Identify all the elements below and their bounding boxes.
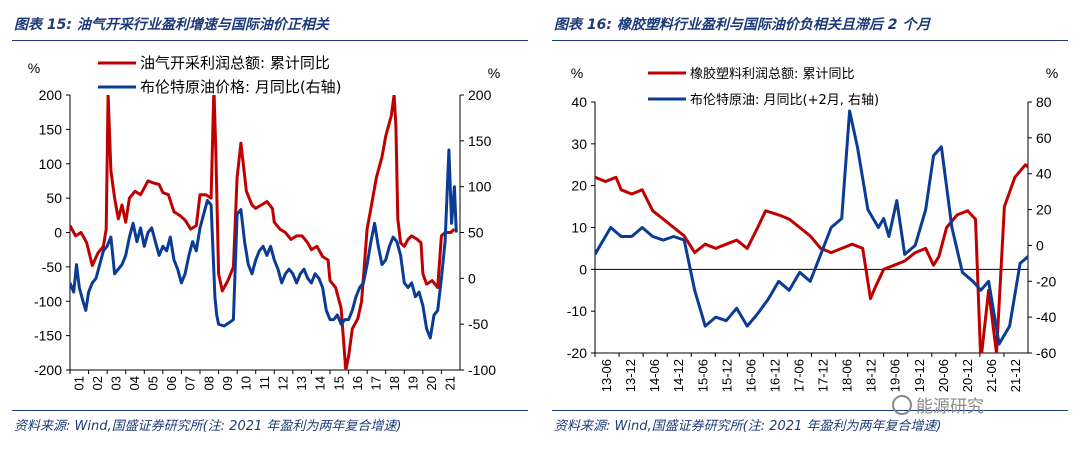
rubber-plastic-profit-vs-brent-chart: -20 -10 0 10 20 30 40 -60 -40 -20 0 20 40 60 80% % 13-06… (567, 65, 1058, 392)
series-line (595, 163, 1028, 353)
title-rule (12, 40, 528, 41)
y-tick-label-right: -40 (1036, 309, 1056, 325)
x-tick-label: 03 (108, 376, 123, 390)
watermark-text: 能源研究 (916, 397, 984, 417)
source-rule (12, 410, 528, 411)
y-tick-label-right: -50 (468, 316, 488, 332)
y-tick-label-left: 10 (571, 220, 587, 236)
y-axis-label-right: % (1046, 65, 1058, 81)
y-tick-label-left: 0 (54, 225, 62, 241)
x-tick-label: 14-12 (671, 359, 686, 392)
x-tick-label: 15 (331, 376, 346, 390)
y-tick-label-left: -20 (567, 345, 587, 361)
y-tick-label-right: -100 (468, 362, 496, 378)
x-tick-label: 01 (71, 376, 86, 390)
x-tick-label: 18-06 (840, 359, 855, 392)
source-note: 资料来源: Wind,国盛证券研究所(注: 2021 年盈利为两年复合增速) (14, 419, 402, 434)
y-tick-label-left: -50 (42, 259, 62, 275)
x-tick-label: 20-12 (960, 359, 975, 392)
source-rule (552, 410, 1068, 411)
y-tick-label-left: -150 (34, 328, 62, 344)
y-tick-label-right: 80 (1036, 94, 1052, 110)
chart-title: 图表 15: 油气开采行业盈利增速与国际油价正相关 (14, 17, 329, 33)
legend-label: 油气开采利润总额: 累计同比 (140, 54, 330, 72)
legend-label: 布伦特原油价格: 月同比(右轴) (140, 78, 342, 96)
x-tick-label: 15-12 (719, 359, 734, 392)
x-tick-label: 02 (90, 376, 105, 390)
series-line (595, 109, 1028, 346)
x-tick-label: 17 (368, 376, 383, 390)
y-axis-label-right: % (488, 65, 500, 81)
legend-label: 布伦特原油: 月同比(+2月, 右轴) (690, 93, 879, 108)
y-tick-label-right: 200 (468, 87, 492, 103)
title-rule (552, 40, 1068, 41)
x-tick-label: 19 (406, 376, 421, 390)
y-tick-label-left: 200 (39, 87, 63, 103)
x-tick-label: 21-12 (1008, 359, 1023, 392)
x-tick-label: 14 (313, 376, 328, 390)
x-tick-label: 16-06 (743, 359, 758, 392)
series-line (70, 95, 456, 370)
chart-title: 图表 16: 橡胶塑料行业盈利与国际油价负相关且滞后 2 个月 (554, 17, 931, 33)
x-tick-label: 20-06 (936, 359, 951, 392)
x-tick-label: 04 (127, 376, 142, 390)
oil-profit-vs-brent-chart: -200-150-100-50050100150200-100-50050100… (28, 54, 500, 390)
x-tick-label: 14-06 (647, 359, 662, 392)
y-tick-label-left: 20 (571, 178, 587, 194)
y-tick-label-left: 40 (571, 94, 587, 110)
x-tick-label: 12 (276, 376, 291, 390)
legend-label: 橡胶塑料利润总额: 累计同比 (690, 66, 855, 82)
y-tick-label-right: 0 (1036, 237, 1044, 253)
x-tick-label: 08 (201, 376, 216, 390)
x-tick-label: 16 (350, 376, 365, 390)
x-tick-label: 15-06 (695, 359, 710, 392)
x-tick-label: 17-06 (791, 359, 806, 392)
series-line (70, 148, 458, 340)
y-tick-label-right: 50 (468, 225, 484, 241)
x-tick-label: 18 (387, 376, 402, 390)
x-tick-label: 20 (424, 376, 439, 390)
x-tick-label: 13 (294, 376, 309, 390)
source-note: 资料来源: Wind,国盛证券研究所(注: 2021 年盈利为两年复合增速) (554, 419, 942, 434)
y-tick-label-right: 150 (468, 133, 492, 149)
watermark: 能源研究 (892, 392, 984, 417)
y-tick-label-right: 40 (1036, 166, 1052, 182)
y-tick-label-left: 0 (579, 261, 587, 277)
x-tick-label: 16-12 (767, 359, 782, 392)
x-tick-label: 21 (443, 376, 458, 390)
y-axis-label-left: % (28, 60, 40, 76)
x-tick-label: 21-06 (984, 359, 999, 392)
y-tick-label-right: 100 (468, 179, 492, 195)
series-group (595, 109, 1028, 353)
y-tick-label-right: -60 (1036, 345, 1056, 361)
x-tick-label: 10 (238, 376, 253, 390)
y-tick-label-left: 30 (571, 136, 587, 152)
y-tick-label-right: 0 (468, 270, 476, 286)
y-axis-label-left: % (571, 65, 583, 81)
x-tick-label: 06 (164, 376, 179, 390)
x-tick-label: 07 (183, 376, 198, 390)
y-tick-label-left: 50 (46, 190, 62, 206)
x-tick-label: 13-06 (599, 359, 614, 392)
right-chart-panel: 图表 16: 橡胶塑料行业盈利与国际油价负相关且滞后 2 个月 -20 -10 0 1… (540, 0, 1080, 458)
y-tick-label-right: 60 (1036, 130, 1052, 146)
left-chart-panel: 图表 15: 油气开采行业盈利增速与国际油价正相关 -200 -150 -100 -5… (12, 17, 528, 434)
y-tick-label-right: -20 (1036, 273, 1056, 289)
y-tick-label-left: 150 (39, 121, 63, 137)
y-tick-label-left: -100 (34, 293, 62, 309)
y-tick-label-left: 100 (39, 156, 63, 172)
x-tick-label: 19-06 (888, 359, 903, 392)
y-tick-label-right: 20 (1036, 202, 1052, 218)
x-tick-label: 18-12 (864, 359, 879, 392)
x-tick-label: 11 (257, 376, 272, 390)
x-tick-label: 05 (146, 376, 161, 390)
wechat-icon (892, 395, 912, 415)
x-tick-label: 19-12 (912, 359, 927, 392)
y-tick-label-left: -10 (567, 303, 587, 319)
series-group (70, 95, 458, 370)
y-tick-label-left: -200 (34, 362, 62, 378)
x-tick-label: 17-12 (816, 359, 831, 392)
x-tick-label: 13-12 (623, 359, 638, 392)
x-tick-label: 09 (220, 376, 235, 390)
